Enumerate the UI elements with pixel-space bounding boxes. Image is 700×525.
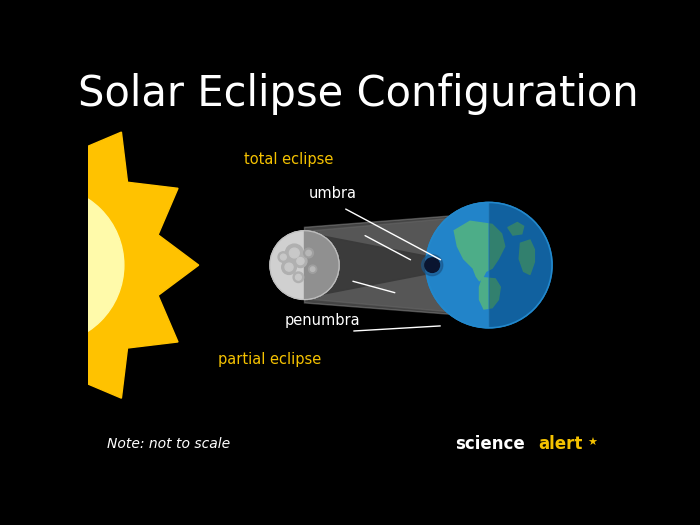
Circle shape — [286, 244, 303, 262]
Polygon shape — [519, 240, 534, 275]
Circle shape — [285, 263, 293, 271]
Circle shape — [0, 186, 124, 344]
Text: total eclipse: total eclipse — [244, 152, 334, 167]
Polygon shape — [454, 221, 505, 281]
Circle shape — [295, 275, 301, 280]
Circle shape — [293, 272, 304, 282]
Polygon shape — [304, 233, 475, 298]
Text: Solar Eclipse Configuration: Solar Eclipse Configuration — [78, 73, 639, 115]
Polygon shape — [304, 215, 489, 315]
Text: alert: alert — [538, 435, 583, 453]
Circle shape — [294, 255, 307, 268]
Text: science: science — [456, 435, 526, 453]
Circle shape — [281, 260, 296, 275]
Text: umbra: umbra — [309, 186, 356, 202]
Circle shape — [306, 250, 312, 256]
Wedge shape — [426, 203, 489, 328]
Circle shape — [297, 258, 304, 265]
Circle shape — [278, 252, 288, 262]
Text: Note: not to scale: Note: not to scale — [107, 437, 230, 451]
Polygon shape — [480, 278, 500, 309]
Circle shape — [309, 265, 316, 273]
Circle shape — [289, 248, 300, 258]
Circle shape — [425, 258, 440, 272]
Circle shape — [426, 203, 552, 328]
Text: penumbra: penumbra — [285, 313, 360, 329]
Polygon shape — [0, 111, 199, 419]
Circle shape — [0, 152, 158, 379]
Circle shape — [270, 231, 339, 299]
Wedge shape — [304, 231, 339, 299]
Circle shape — [310, 267, 315, 271]
Circle shape — [421, 255, 443, 276]
Circle shape — [304, 248, 314, 258]
Text: ★: ★ — [587, 438, 597, 448]
Wedge shape — [489, 203, 552, 328]
Polygon shape — [304, 213, 489, 317]
Circle shape — [281, 254, 286, 260]
Polygon shape — [508, 223, 524, 235]
Text: partial eclipse: partial eclipse — [218, 352, 321, 367]
